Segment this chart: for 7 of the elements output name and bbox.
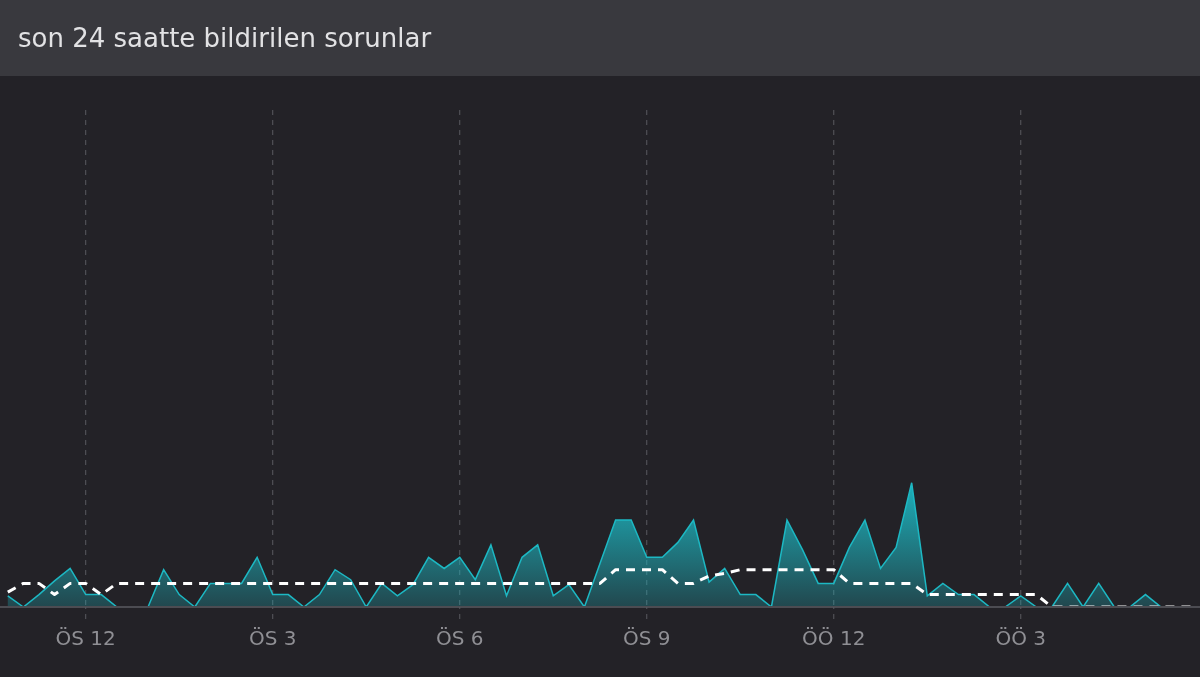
x-tick-label: ÖS 12	[55, 626, 116, 651]
x-tick-label: ÖS 9	[622, 626, 671, 651]
chart-title: son 24 saatte bildirilen sorunlar	[18, 23, 432, 53]
x-tick-label: ÖS 6	[435, 626, 484, 651]
x-tick-label: ÖÖ 12	[802, 626, 866, 651]
x-tick-label: ÖÖ 3	[995, 626, 1047, 651]
x-tick-label: ÖS 3	[248, 626, 297, 651]
